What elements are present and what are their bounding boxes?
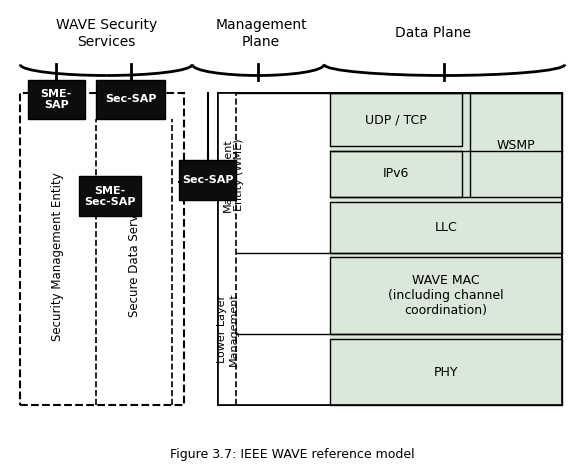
Text: LLC: LLC bbox=[435, 220, 457, 233]
Bar bbox=[97, 80, 165, 119]
Text: Sec-SAP: Sec-SAP bbox=[105, 95, 157, 104]
Bar bbox=[330, 93, 462, 146]
Text: SME-
SAP: SME- SAP bbox=[41, 89, 72, 110]
Text: WAVE
Management
Entity (WME): WAVE Management Entity (WME) bbox=[211, 138, 245, 212]
Bar bbox=[330, 257, 562, 335]
Text: WAVE MAC
(including channel
coordination): WAVE MAC (including channel coordination… bbox=[388, 274, 504, 317]
Bar bbox=[218, 93, 330, 253]
Bar bbox=[330, 339, 562, 405]
Text: Figure 3.7: IEEE WAVE reference model: Figure 3.7: IEEE WAVE reference model bbox=[170, 448, 415, 461]
Bar bbox=[330, 202, 562, 253]
Text: Lower Layer
Management: Lower Layer Management bbox=[217, 292, 239, 366]
Text: Secure Data Service: Secure Data Service bbox=[128, 197, 142, 317]
Text: IPv6: IPv6 bbox=[383, 167, 409, 180]
Text: UDP / TCP: UDP / TCP bbox=[365, 113, 426, 126]
Text: WAVE Security
Services: WAVE Security Services bbox=[56, 18, 157, 48]
Text: Sec-SAP: Sec-SAP bbox=[182, 175, 233, 185]
Text: Security Management Entity: Security Management Entity bbox=[51, 172, 64, 342]
Text: WSMP: WSMP bbox=[497, 139, 535, 152]
Bar bbox=[218, 253, 330, 405]
Text: PHY: PHY bbox=[433, 366, 458, 378]
Bar bbox=[179, 160, 236, 200]
Bar bbox=[218, 93, 562, 405]
Bar bbox=[20, 93, 184, 405]
Bar bbox=[330, 151, 462, 197]
Text: Data Plane: Data Plane bbox=[395, 27, 471, 41]
Bar bbox=[79, 177, 141, 216]
Bar bbox=[27, 80, 85, 119]
Text: SME-
Sec-SAP: SME- Sec-SAP bbox=[84, 185, 136, 207]
Bar bbox=[470, 93, 562, 197]
Text: Management
Plane: Management Plane bbox=[215, 18, 307, 48]
